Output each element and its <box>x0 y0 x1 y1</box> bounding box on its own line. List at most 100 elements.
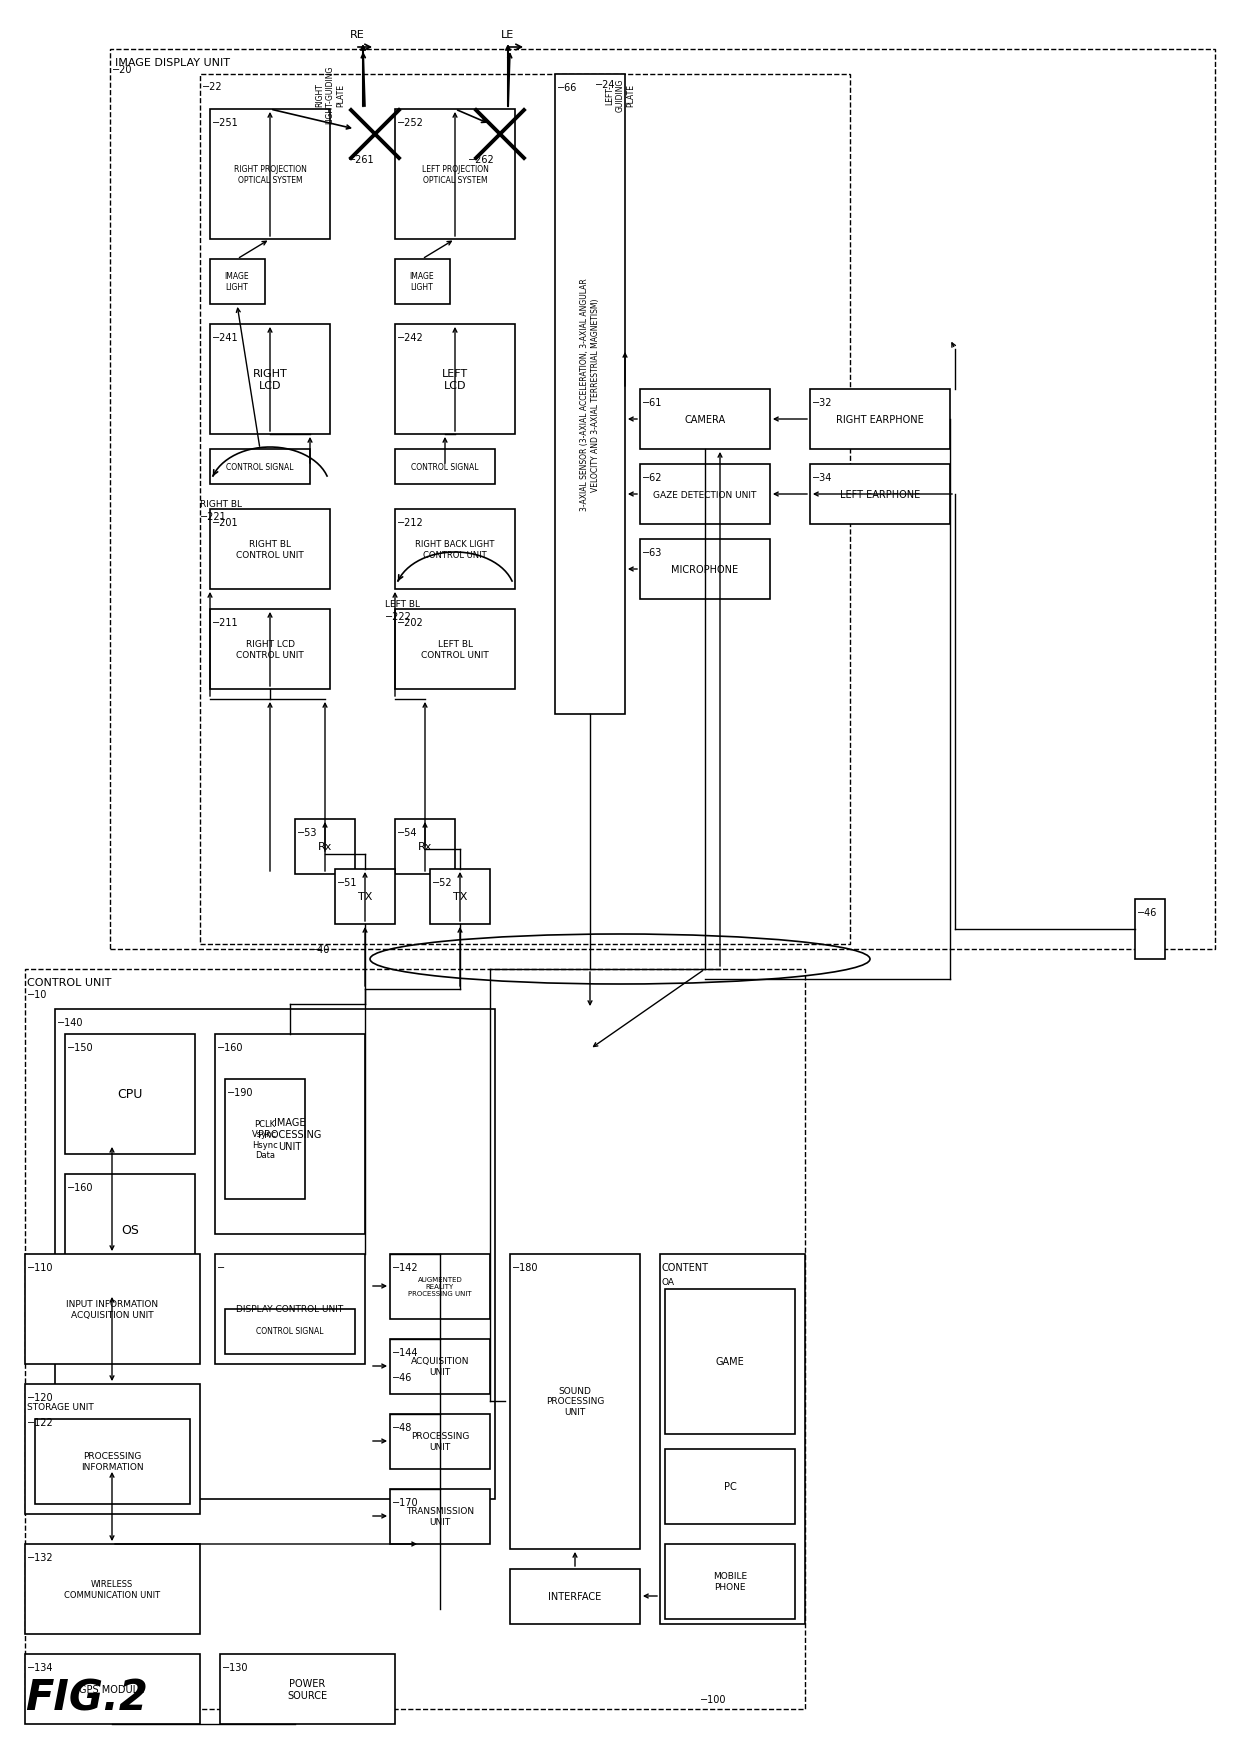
Text: 3-AXIAL SENSOR (3-AXIAL ACCELERATION, 3-AXIAL ANGULAR
VELOCITY AND 3-AXIAL TERRE: 3-AXIAL SENSOR (3-AXIAL ACCELERATION, 3-… <box>580 278 600 511</box>
Bar <box>200 76 849 945</box>
Text: −262: −262 <box>467 155 495 165</box>
Text: GPS MODULE: GPS MODULE <box>79 1683 145 1694</box>
Text: RIGHT BACK LIGHT
CONTROL UNIT: RIGHT BACK LIGHT CONTROL UNIT <box>415 539 495 559</box>
Bar <box>665 1544 795 1620</box>
Text: TRANSMISSION
UNIT: TRANSMISSION UNIT <box>405 1506 474 1525</box>
Bar <box>396 111 515 241</box>
Bar <box>110 49 1215 949</box>
Text: IMAGE
LIGHT: IMAGE LIGHT <box>409 272 434 292</box>
Bar <box>396 450 495 485</box>
Bar <box>64 1174 195 1284</box>
Bar <box>396 610 515 689</box>
Text: −54: −54 <box>397 828 418 838</box>
Bar <box>210 325 330 434</box>
Bar <box>396 325 515 434</box>
Bar <box>510 1254 640 1550</box>
Text: −142: −142 <box>392 1262 419 1272</box>
Text: STORAGE UNIT: STORAGE UNIT <box>27 1402 94 1411</box>
Text: −252: −252 <box>397 118 424 128</box>
Bar <box>660 1254 805 1623</box>
Text: GAZE DETECTION UNIT: GAZE DETECTION UNIT <box>653 490 756 499</box>
Text: IMAGE
LIGHT: IMAGE LIGHT <box>224 272 249 292</box>
Text: −201: −201 <box>212 518 238 527</box>
Bar <box>640 466 770 525</box>
Text: PC: PC <box>724 1481 737 1492</box>
Text: −40: −40 <box>310 945 330 954</box>
Bar <box>810 390 950 450</box>
Text: −211: −211 <box>212 618 238 627</box>
Text: RIGHT PROJECTION
OPTICAL SYSTEM: RIGHT PROJECTION OPTICAL SYSTEM <box>233 165 306 184</box>
Text: RIGHT LCD
CONTROL UNIT: RIGHT LCD CONTROL UNIT <box>236 640 304 659</box>
Text: −140: −140 <box>57 1017 83 1028</box>
Text: RE: RE <box>350 30 365 40</box>
Bar <box>396 510 515 590</box>
Text: CAMERA: CAMERA <box>684 415 725 425</box>
Text: TX: TX <box>358 891 372 901</box>
Bar <box>64 1035 195 1154</box>
Bar <box>335 870 396 924</box>
Text: −130: −130 <box>222 1662 248 1673</box>
Text: −261: −261 <box>348 155 374 165</box>
Bar <box>1135 900 1166 959</box>
Bar <box>295 819 355 875</box>
Text: −144: −144 <box>392 1348 419 1356</box>
Bar <box>391 1339 490 1395</box>
Text: CONTROL SIGNAL: CONTROL SIGNAL <box>412 462 479 471</box>
Bar <box>25 970 805 1710</box>
Text: −241: −241 <box>212 332 238 343</box>
Bar <box>25 1385 200 1515</box>
Text: −221: −221 <box>200 511 227 522</box>
Text: IMAGE
PROCESSING
UNIT: IMAGE PROCESSING UNIT <box>258 1117 321 1151</box>
Text: WIRELESS
COMMUNICATION UNIT: WIRELESS COMMUNICATION UNIT <box>64 1580 160 1599</box>
Bar <box>665 1450 795 1523</box>
Text: −53: −53 <box>298 828 317 838</box>
Text: PROCESSING
UNIT: PROCESSING UNIT <box>410 1432 469 1451</box>
Text: LEFT PROJECTION
OPTICAL SYSTEM: LEFT PROJECTION OPTICAL SYSTEM <box>422 165 489 184</box>
Bar <box>224 1079 305 1200</box>
Text: −32: −32 <box>812 397 832 408</box>
Text: LEFT EARPHONE: LEFT EARPHONE <box>839 490 920 499</box>
Text: CONTROL SIGNAL: CONTROL SIGNAL <box>226 462 294 471</box>
Text: −222: −222 <box>384 611 412 622</box>
Bar <box>219 1653 396 1724</box>
Text: −63: −63 <box>642 548 662 557</box>
Bar <box>210 450 310 485</box>
Bar <box>25 1544 200 1634</box>
Text: RIGHT
LIGHT-GUIDING
PLATE: RIGHT LIGHT-GUIDING PLATE <box>315 65 345 125</box>
Text: FIG.2: FIG.2 <box>25 1676 148 1718</box>
Text: PROCESSING
INFORMATION: PROCESSING INFORMATION <box>81 1451 144 1471</box>
Bar <box>391 1490 490 1544</box>
Text: −110: −110 <box>27 1262 53 1272</box>
Text: LEFT BL: LEFT BL <box>384 599 420 608</box>
Text: OS: OS <box>122 1223 139 1235</box>
Text: −46: −46 <box>1137 907 1157 917</box>
Text: CONTROL UNIT: CONTROL UNIT <box>27 977 112 987</box>
Text: −61: −61 <box>642 397 662 408</box>
Bar <box>224 1309 355 1355</box>
Bar <box>210 260 265 304</box>
Text: RIGHT BL
CONTROL UNIT: RIGHT BL CONTROL UNIT <box>236 539 304 559</box>
Bar <box>430 870 490 924</box>
Bar <box>25 1254 200 1363</box>
Bar <box>210 510 330 590</box>
Text: −46: −46 <box>392 1372 413 1383</box>
Bar <box>391 1254 490 1320</box>
Bar <box>396 819 455 875</box>
Text: MOBILE
PHONE: MOBILE PHONE <box>713 1571 746 1590</box>
Text: −180: −180 <box>512 1262 538 1272</box>
Text: −48: −48 <box>392 1421 413 1432</box>
Text: RIGHT BL: RIGHT BL <box>200 499 242 510</box>
Text: AUGMENTED
REALITY
PROCESSING UNIT: AUGMENTED REALITY PROCESSING UNIT <box>408 1276 471 1297</box>
Text: CPU: CPU <box>118 1088 143 1102</box>
Text: −66: −66 <box>557 83 578 93</box>
Text: GAME: GAME <box>715 1356 744 1367</box>
Text: −10: −10 <box>27 989 47 1000</box>
Text: −160: −160 <box>67 1182 93 1193</box>
Bar <box>556 76 625 715</box>
Text: −52: −52 <box>432 877 453 887</box>
Bar <box>640 390 770 450</box>
Text: SOUND
PROCESSING
UNIT: SOUND PROCESSING UNIT <box>546 1386 604 1416</box>
Text: −20: −20 <box>112 65 133 76</box>
Text: INPUT INFORMATION
ACQUISITION UNIT: INPUT INFORMATION ACQUISITION UNIT <box>66 1300 157 1320</box>
Text: POWER
SOURCE: POWER SOURCE <box>286 1678 327 1699</box>
